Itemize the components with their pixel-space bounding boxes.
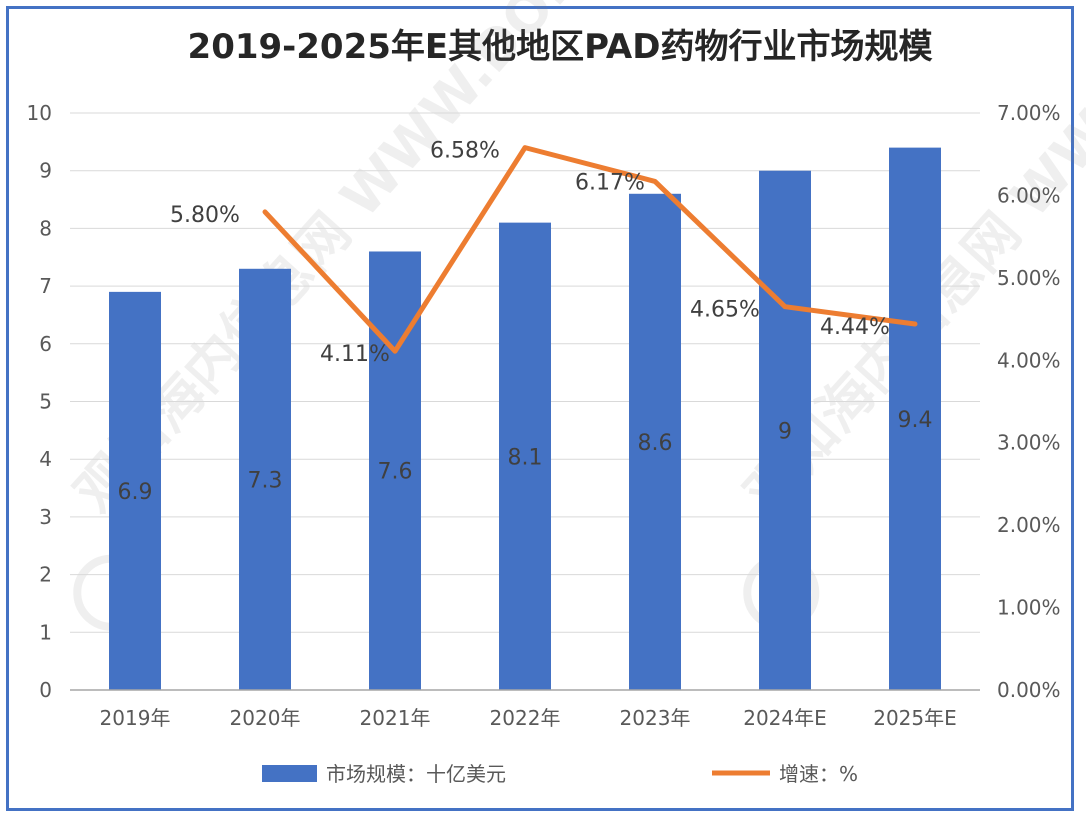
bar-data-label: 6.9 [118,480,153,505]
y-right-tick-label: 5.00% [997,266,1061,290]
y-right-tick-label: 4.00% [997,348,1061,372]
line-data-label: 4.65% [690,298,760,323]
axes: 0 1 2 3 4 5 6 7 8 9 10 0.00% 1.00% 2.00% 3.00% 4.00% 5.0… [27,101,1061,730]
bar [109,291,161,690]
x-tick-label: 2019年 [100,706,171,730]
y-left-tick-label: 5 [39,390,52,414]
y-left-tick-label: 0 [39,678,52,702]
y-right-tick-label: 3.00% [997,431,1061,455]
y-right-tick-label: 6.00% [997,183,1061,207]
x-tick-label: 2021年 [360,706,431,730]
y-left-tick-label: 8 [39,216,52,240]
bar-data-label: 9.4 [898,408,933,433]
y-right-tick-label: 7.00% [997,101,1061,125]
bar-series [109,147,941,691]
y-left-tick-label: 4 [39,447,52,471]
legend-label-line: 增速：% [779,762,858,786]
bar-data-label: 7.3 [248,468,283,493]
x-tick-label: 2024年E [743,706,827,730]
line-data-label: 6.58% [430,139,500,164]
x-tick-label: 2025年E [873,706,957,730]
line-data-labels: 5.80% 4.11% 6.58% 6.17% 4.65% 4.44% [170,139,890,368]
y-right-tick-label: 0.00% [997,678,1061,702]
x-tick-label: 2022年 [490,706,561,730]
growth-line [262,145,918,354]
y-left-tick-label: 1 [39,620,52,644]
chart-title: 2019-2025年E其他地区PAD药物行业市场规模 [188,27,933,67]
bar [239,268,291,690]
line-data-label: 5.80% [170,203,240,228]
y-left-tick-label: 9 [39,159,52,183]
y-left-tick-label: 10 [27,101,52,125]
bar-data-label: 8.6 [638,431,673,456]
bar [499,222,551,690]
bar [759,170,811,690]
y-left-tick-label: 2 [39,563,52,587]
bar [629,193,681,690]
bar-data-label: 8.1 [508,445,543,470]
y-left-tick-label: 3 [39,505,52,529]
bar [889,147,941,690]
x-tick-label: 2023年 [620,706,691,730]
line-data-label: 6.17% [575,170,645,195]
y-right-tick-label: 2.00% [997,513,1061,537]
line-data-label: 4.11% [320,342,390,367]
legend-swatch-bar [262,765,317,782]
bar-data-label: 9 [778,419,792,444]
legend: 市场规模：十亿美元 增速：% [262,762,858,786]
x-tick-label: 2020年 [230,706,301,730]
y-right-tick-label: 1.00% [997,596,1061,620]
line-data-label: 4.44% [820,315,890,340]
bar-data-label: 7.6 [378,460,413,485]
legend-label-bar: 市场规模：十亿美元 [326,762,506,786]
line-series [262,145,918,354]
y-left-tick-label: 6 [39,332,52,356]
bar-data-labels: 6.9 7.3 7.6 8.1 8.6 9 9.4 [118,408,933,505]
y-left-tick-label: 7 [39,274,52,298]
